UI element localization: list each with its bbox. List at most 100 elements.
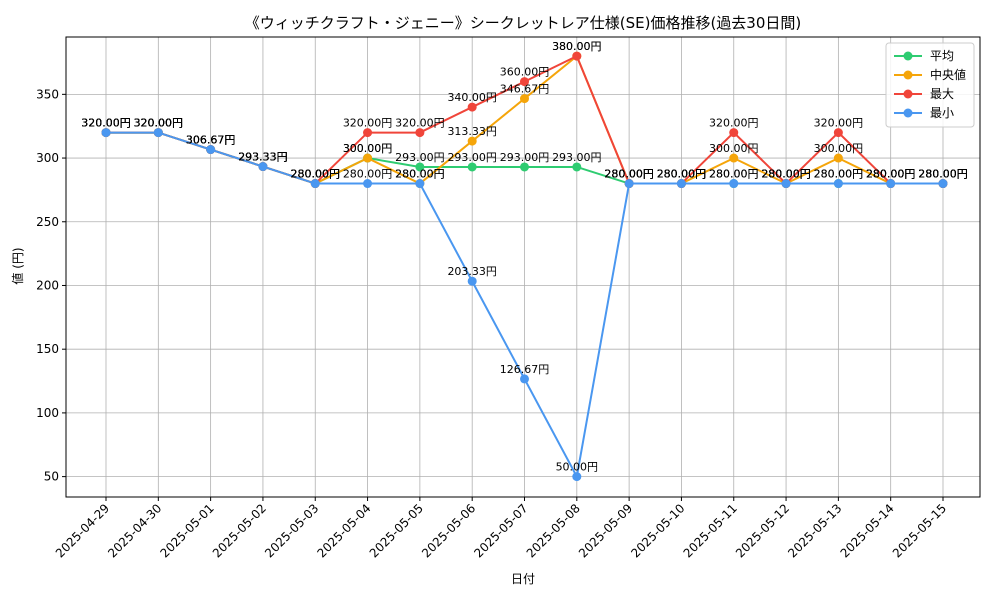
- data-label: 280.00円: [761, 168, 811, 181]
- data-label: 293.00円: [552, 151, 602, 164]
- data-point: [938, 179, 948, 189]
- data-label: 280.00円: [343, 168, 393, 181]
- y-tick-label: 200: [36, 278, 59, 292]
- data-point: [833, 153, 843, 163]
- data-label: 280.00円: [866, 168, 916, 181]
- x-tick-label: 2025-05-12: [733, 501, 792, 560]
- data-point: [520, 77, 529, 87]
- y-tick-label: 100: [36, 406, 59, 420]
- data-point: [415, 162, 425, 172]
- data-label: 280.00円: [866, 168, 916, 181]
- data-label: 380.00円: [552, 40, 602, 53]
- data-label: 280.00円: [604, 168, 654, 181]
- data-label: 293.00円: [500, 151, 550, 164]
- data-point: [467, 136, 477, 146]
- data-label: 280.00円: [709, 168, 759, 181]
- data-label: 306.67円: [186, 134, 236, 147]
- data-label: 203.33円: [447, 265, 497, 278]
- legend-label: 平均: [930, 49, 954, 63]
- data-label: 280.00円: [395, 168, 445, 181]
- data-label: 280.00円: [918, 168, 968, 181]
- data-point: [310, 179, 320, 189]
- x-tick-label: 2025-05-01: [158, 501, 217, 560]
- data-label: 346.67円: [500, 83, 550, 96]
- data-point: [572, 51, 582, 61]
- data-label: 293.33円: [238, 151, 288, 164]
- data-label: 280.00円: [761, 168, 811, 181]
- data-label: 126.67円: [500, 363, 550, 376]
- data-label: 320.00円: [134, 117, 184, 130]
- data-label: 280.00円: [291, 168, 341, 181]
- data-label: 300.00円: [814, 142, 864, 155]
- y-tick-label: 150: [36, 342, 59, 356]
- data-point: [363, 128, 373, 138]
- y-axis-title: 値 (円): [10, 247, 25, 284]
- data-label: 320.00円: [134, 117, 184, 130]
- data-point: [467, 162, 477, 172]
- data-point: [833, 179, 843, 189]
- legend-marker: [903, 108, 913, 118]
- legend-marker: [903, 70, 913, 80]
- data-label: 306.67円: [186, 134, 236, 147]
- data-label: 280.00円: [604, 168, 654, 181]
- data-label: 280.00円: [814, 168, 864, 181]
- data-point: [467, 102, 477, 112]
- data-point: [729, 128, 739, 138]
- data-labels: 320.00円 320.00円306.67円293.33円280.00円300.0…: [81, 40, 968, 473]
- grid: [66, 37, 980, 497]
- data-point: [363, 153, 373, 163]
- data-label: 280.00円: [761, 168, 811, 181]
- data-point: [363, 179, 373, 189]
- legend-label: 最小: [930, 106, 954, 120]
- legend-label: 中央値: [930, 67, 966, 82]
- data-label: 50.00円: [556, 461, 599, 474]
- data-label: 320.00円: [814, 117, 864, 130]
- x-tick-label: 2025-05-03: [262, 501, 321, 560]
- data-label: 306.67円: [186, 134, 236, 147]
- data-point: [676, 179, 686, 189]
- data-label: 280.00円: [291, 168, 341, 181]
- x-tick-label: 2025-05-14: [838, 501, 897, 560]
- data-point: [206, 145, 216, 155]
- data-label: 280.00円: [866, 168, 916, 181]
- x-axis-title: 日付: [511, 572, 535, 586]
- data-point: [520, 374, 529, 384]
- data-label: 280.00円: [657, 168, 707, 181]
- chart-title: 《ウィッチクラフト・ジェニー》シークレットレア仕様(SE)価格推移(過去30日間…: [245, 14, 802, 32]
- data-label: 280.00円: [657, 168, 707, 181]
- data-label: 280.00円: [657, 168, 707, 181]
- data-point: [520, 94, 529, 104]
- data-label: 320.00円: [395, 117, 445, 130]
- data-point: [153, 128, 163, 138]
- x-tick-label: 2025-05-15: [890, 501, 949, 560]
- x-tick-label: 2025-05-13: [785, 501, 844, 560]
- data-point: [729, 153, 739, 163]
- x-tick-label: 2025-04-29: [53, 501, 112, 560]
- x-tick-label: 2025-05-05: [367, 501, 426, 560]
- data-label: 320.00円: [81, 117, 131, 130]
- data-label: 280.00円: [918, 168, 968, 181]
- data-label: 280.00円: [604, 168, 654, 181]
- plot-area: [65, 36, 981, 498]
- legend-marker: [903, 89, 913, 99]
- data-label: 320.00円: [709, 117, 759, 130]
- series-lines: [101, 51, 948, 482]
- data-label: 280.00円: [761, 168, 811, 181]
- x-tick-label: 2025-04-30: [105, 501, 164, 560]
- data-point: [415, 179, 425, 189]
- data-label: 280.00円: [814, 168, 864, 181]
- data-label: 313.33円: [447, 125, 497, 138]
- data-label: 340.00円: [447, 91, 497, 104]
- data-point: [624, 179, 634, 189]
- data-point: [729, 179, 739, 189]
- data-label: 320.00円: [134, 117, 184, 130]
- data-point: [572, 162, 582, 172]
- x-tick-label: 2025-05-04: [314, 501, 373, 560]
- legend-label: 最大: [930, 87, 954, 101]
- data-label: 300.00円: [343, 142, 393, 155]
- x-tick-label: 2025-05-10: [628, 501, 687, 560]
- data-label: 280.00円: [709, 168, 759, 181]
- data-label: 280.00円: [291, 168, 341, 181]
- data-label: 293.33円: [238, 151, 288, 164]
